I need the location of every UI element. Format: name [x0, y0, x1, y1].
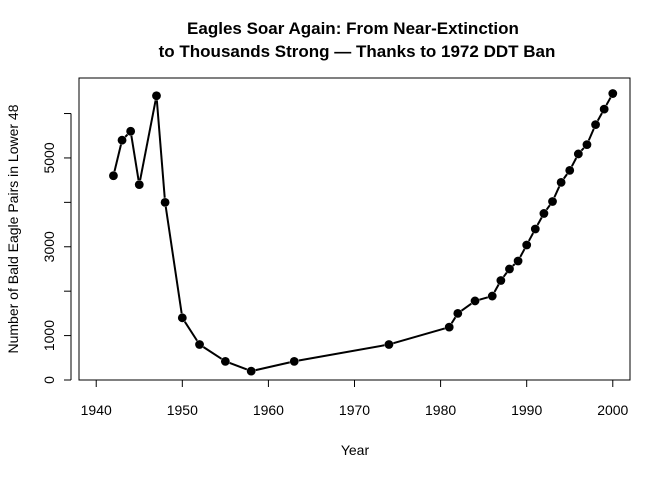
series-line-segment	[479, 296, 489, 301]
data-point	[126, 126, 136, 136]
y-tick-label: 0	[41, 376, 57, 384]
series-line-segment	[605, 97, 612, 106]
data-point	[160, 197, 170, 207]
data-point	[530, 224, 540, 234]
series-line-segment	[536, 216, 543, 226]
chart-title-line-2: to Thousands Strong — Thanks to 1972 DDT…	[159, 42, 556, 61]
series-line-segment	[298, 344, 385, 362]
y-tick-label: 3000	[41, 231, 57, 262]
series-line-segment	[596, 112, 603, 122]
x-tick-label: 1940	[81, 402, 112, 418]
data-point	[444, 322, 454, 332]
data-point	[608, 89, 618, 98]
series-line-segment	[493, 284, 500, 293]
data-point	[134, 180, 144, 189]
data-point	[109, 171, 118, 181]
x-tick-label: 2000	[597, 402, 628, 418]
series-line-segment	[512, 263, 516, 267]
data-point	[599, 104, 609, 114]
data-point	[565, 165, 575, 175]
series-line-segment	[545, 204, 551, 211]
series-line-segment	[130, 135, 140, 181]
data-point	[548, 197, 557, 206]
chart-title-line-1: Eagles Soar Again: From Near-Extinction	[187, 19, 519, 38]
data-point	[152, 91, 161, 101]
x-axis-label: Year	[341, 442, 370, 458]
data-point	[195, 340, 204, 349]
y-tick-label: 5000	[41, 142, 57, 173]
data-point	[384, 340, 394, 349]
data-point	[117, 135, 127, 145]
series-line-segment	[527, 232, 534, 242]
series-line-segment	[519, 248, 526, 258]
series-line-segment	[124, 133, 129, 138]
data-point	[582, 140, 592, 150]
series-line-segment	[450, 316, 457, 324]
y-axis-label: Number of Bald Eagle Pairs in Lower 48	[5, 104, 21, 353]
x-tick-label: 1960	[253, 402, 284, 418]
series-line-segment	[570, 157, 578, 167]
y-tick-label: 1000	[41, 320, 57, 351]
series-line-segment	[553, 186, 561, 198]
series-line-segment	[139, 100, 157, 181]
x-tick-label: 1990	[511, 402, 542, 418]
series-line-segment	[255, 361, 290, 372]
series-line-segment	[460, 302, 472, 312]
x-tick-label: 1970	[339, 402, 370, 418]
series-line-segment	[183, 321, 198, 342]
data-point	[453, 308, 463, 318]
series-line-segment	[502, 272, 508, 278]
x-axis: 1940 1950 1960 1970 1980 1990 2000	[81, 379, 629, 418]
data-point	[556, 177, 566, 187]
data-point	[220, 356, 230, 366]
series-line-segment	[587, 128, 595, 141]
series-line-segment	[580, 147, 585, 152]
x-tick-label: 1950	[167, 402, 198, 418]
series-line-segment	[229, 362, 248, 371]
data-point	[289, 356, 299, 366]
series-line-segment	[113, 144, 122, 172]
data-point	[539, 209, 549, 218]
y-axis: 0 1000 3000 5000	[41, 113, 72, 384]
data-point	[246, 366, 256, 376]
series-line-segment	[562, 173, 568, 180]
series-line-segment	[155, 100, 166, 198]
series-line-segment	[164, 206, 183, 314]
data-point	[591, 120, 600, 130]
data-point	[487, 291, 497, 301]
series-layer	[109, 89, 618, 376]
data-point	[522, 240, 532, 250]
x-tick-label: 1980	[425, 402, 456, 418]
series-line-segment	[202, 346, 223, 360]
data-point	[573, 149, 583, 159]
data-point	[513, 256, 523, 266]
series-line-segment	[393, 327, 446, 345]
data-point	[177, 313, 187, 323]
data-point	[470, 296, 480, 306]
data-point	[505, 264, 514, 274]
data-point	[496, 276, 506, 285]
